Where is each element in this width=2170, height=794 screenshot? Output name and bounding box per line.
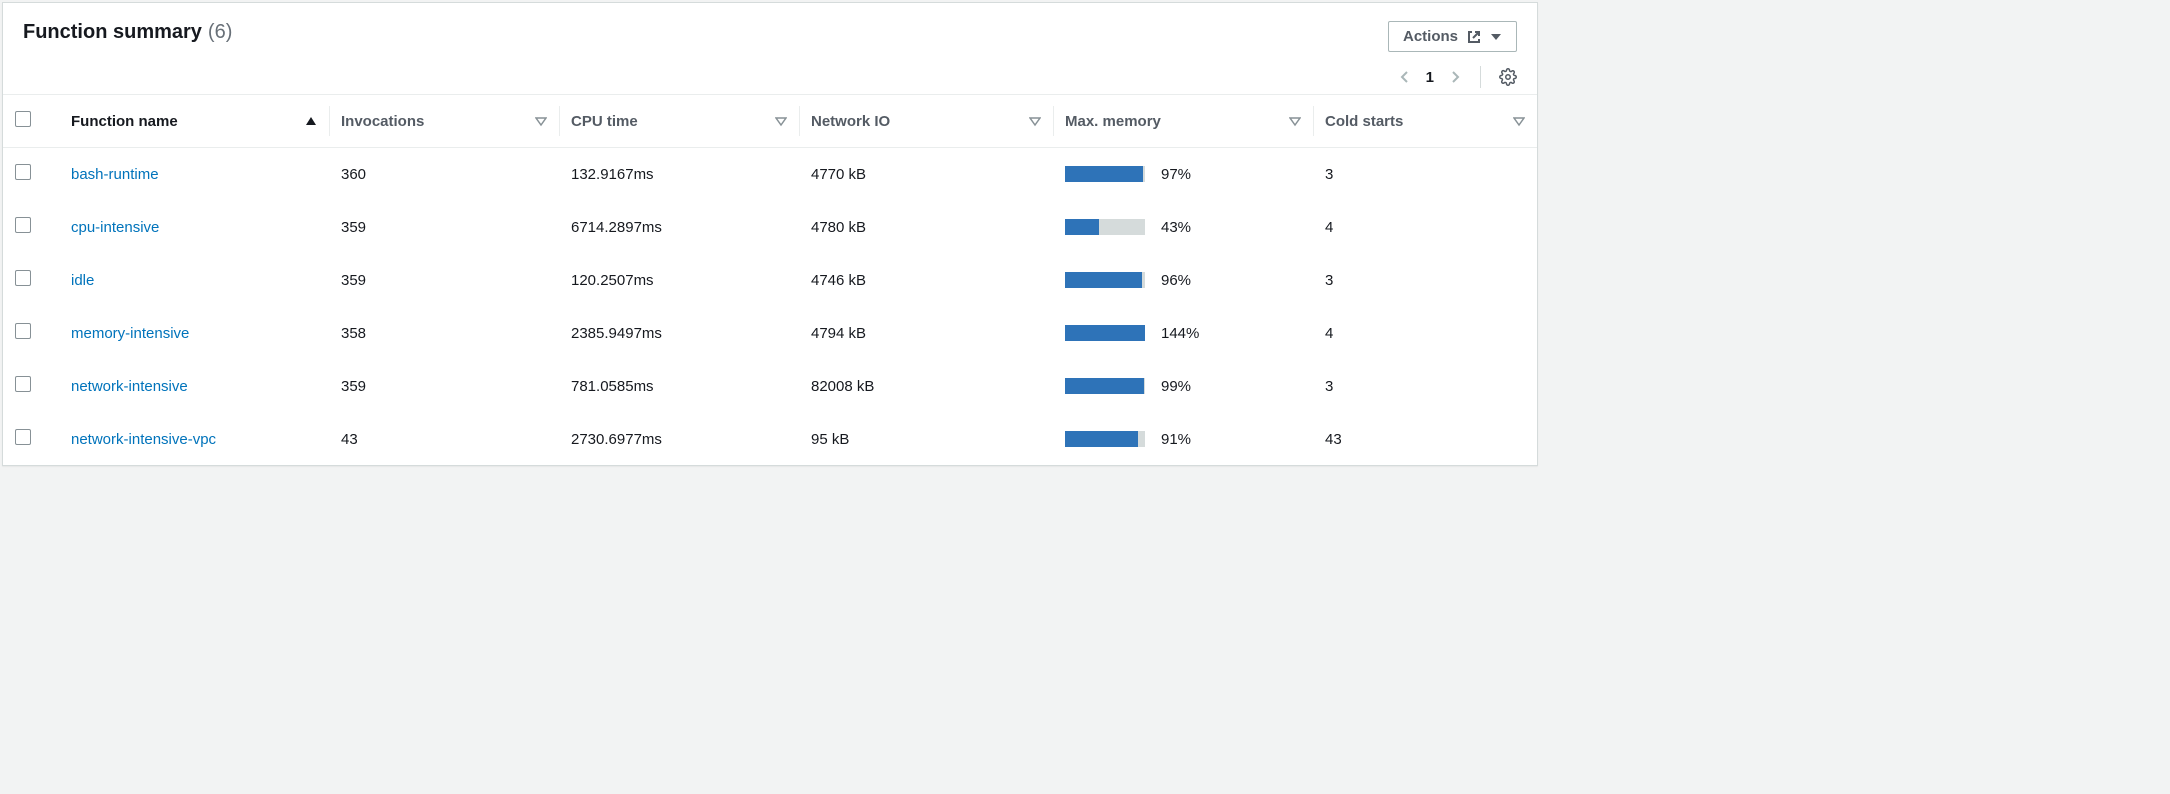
- memory-bar: [1065, 431, 1145, 447]
- memory-bar: [1065, 325, 1145, 341]
- select-all-checkbox[interactable]: [15, 111, 31, 127]
- cell-cold-starts: 43: [1313, 413, 1537, 466]
- function-summary-panel: Function summary (6) Actions 1: [2, 2, 1538, 466]
- function-name-link[interactable]: idle: [71, 272, 94, 289]
- memory-percent-label: 43%: [1161, 219, 1191, 236]
- cell-network-io: 4780 kB: [799, 201, 1053, 254]
- col-max-memory[interactable]: Max. memory: [1053, 95, 1313, 148]
- cell-max-memory: 96%: [1053, 254, 1313, 307]
- external-link-icon: [1466, 29, 1482, 45]
- cell-cpu-time: 6714.2897ms: [559, 201, 799, 254]
- table-row: bash-runtime 360132.9167ms4770 kB 97% 3: [3, 148, 1537, 201]
- page-prev-button[interactable]: [1398, 70, 1412, 84]
- cell-max-memory: 97%: [1053, 148, 1313, 201]
- cell-network-io: 4746 kB: [799, 254, 1053, 307]
- page-next-button[interactable]: [1448, 70, 1462, 84]
- row-checkbox[interactable]: [15, 164, 31, 180]
- pagination: 1: [1398, 66, 1517, 88]
- memory-bar: [1065, 219, 1145, 235]
- memory-percent-label: 97%: [1161, 166, 1191, 183]
- function-summary-table: Function name Invocations: [3, 94, 1537, 465]
- cell-cold-starts: 4: [1313, 201, 1537, 254]
- memory-bar: [1065, 378, 1145, 394]
- panel-header: Function summary (6) Actions 1: [3, 3, 1537, 94]
- cell-invocations: 43: [329, 413, 559, 466]
- table-row: memory-intensive 3582385.9497ms4794 kB 144…: [3, 307, 1537, 360]
- table-row: cpu-intensive 3596714.2897ms4780 kB 43% 4: [3, 201, 1537, 254]
- cell-cold-starts: 3: [1313, 148, 1537, 201]
- cell-network-io: 4794 kB: [799, 307, 1053, 360]
- cell-invocations: 360: [329, 148, 559, 201]
- pagination-divider: [1480, 66, 1481, 88]
- function-name-link[interactable]: bash-runtime: [71, 166, 159, 183]
- table-header-row: Function name Invocations: [3, 95, 1537, 148]
- table-row: idle 359120.2507ms4746 kB 96% 3: [3, 254, 1537, 307]
- col-label: Max. memory: [1065, 113, 1161, 130]
- panel-title: Function summary: [23, 21, 202, 44]
- cell-max-memory: 99%: [1053, 360, 1313, 413]
- cell-cold-starts: 3: [1313, 254, 1537, 307]
- actions-button-label: Actions: [1403, 28, 1458, 45]
- cell-invocations: 359: [329, 254, 559, 307]
- cell-cpu-time: 132.9167ms: [559, 148, 799, 201]
- memory-bar: [1065, 166, 1145, 182]
- col-label: CPU time: [571, 113, 638, 130]
- cell-cold-starts: 3: [1313, 360, 1537, 413]
- col-cold-starts[interactable]: Cold starts: [1313, 95, 1537, 148]
- sort-none-icon: [1289, 115, 1301, 127]
- sort-none-icon: [535, 115, 547, 127]
- sort-none-icon: [775, 115, 787, 127]
- row-checkbox[interactable]: [15, 376, 31, 392]
- memory-percent-label: 144%: [1161, 325, 1199, 342]
- table-row: network-intensive 359781.0585ms82008 kB 99…: [3, 360, 1537, 413]
- col-function-name[interactable]: Function name: [59, 95, 329, 148]
- cell-invocations: 359: [329, 360, 559, 413]
- cell-network-io: 95 kB: [799, 413, 1053, 466]
- row-checkbox[interactable]: [15, 270, 31, 286]
- caret-down-icon: [1490, 31, 1502, 43]
- col-label: Cold starts: [1325, 113, 1403, 130]
- page-number: 1: [1426, 69, 1434, 86]
- cell-cold-starts: 4: [1313, 307, 1537, 360]
- cell-cpu-time: 120.2507ms: [559, 254, 799, 307]
- cell-invocations: 359: [329, 201, 559, 254]
- cell-max-memory: 144%: [1053, 307, 1313, 360]
- cell-network-io: 4770 kB: [799, 148, 1053, 201]
- row-checkbox[interactable]: [15, 323, 31, 339]
- cell-cpu-time: 781.0585ms: [559, 360, 799, 413]
- sort-none-icon: [1513, 115, 1525, 127]
- panel-title-count: (6): [208, 21, 232, 44]
- cell-network-io: 82008 kB: [799, 360, 1053, 413]
- settings-button[interactable]: [1499, 68, 1517, 86]
- cell-cpu-time: 2730.6977ms: [559, 413, 799, 466]
- cell-invocations: 358: [329, 307, 559, 360]
- cell-cpu-time: 2385.9497ms: [559, 307, 799, 360]
- memory-percent-label: 91%: [1161, 431, 1191, 448]
- cell-max-memory: 91%: [1053, 413, 1313, 466]
- table-row: network-intensive-vpc432730.6977ms95 kB9…: [3, 413, 1537, 466]
- function-name-link[interactable]: network-intensive-vpc: [71, 431, 216, 448]
- sort-asc-icon: [305, 115, 317, 127]
- col-label: Function name: [71, 113, 178, 130]
- col-network-io[interactable]: Network IO: [799, 95, 1053, 148]
- function-name-link[interactable]: network-intensive: [71, 378, 188, 395]
- col-cpu-time[interactable]: CPU time: [559, 95, 799, 148]
- col-invocations[interactable]: Invocations: [329, 95, 559, 148]
- actions-button[interactable]: Actions: [1388, 21, 1517, 52]
- row-checkbox[interactable]: [15, 429, 31, 445]
- memory-percent-label: 96%: [1161, 272, 1191, 289]
- col-label: Network IO: [811, 113, 890, 130]
- cell-max-memory: 43%: [1053, 201, 1313, 254]
- sort-none-icon: [1029, 115, 1041, 127]
- row-checkbox[interactable]: [15, 217, 31, 233]
- function-name-link[interactable]: cpu-intensive: [71, 219, 159, 236]
- memory-percent-label: 99%: [1161, 378, 1191, 395]
- memory-bar: [1065, 272, 1145, 288]
- col-label: Invocations: [341, 113, 424, 130]
- col-select-all: [3, 95, 59, 148]
- function-name-link[interactable]: memory-intensive: [71, 325, 189, 342]
